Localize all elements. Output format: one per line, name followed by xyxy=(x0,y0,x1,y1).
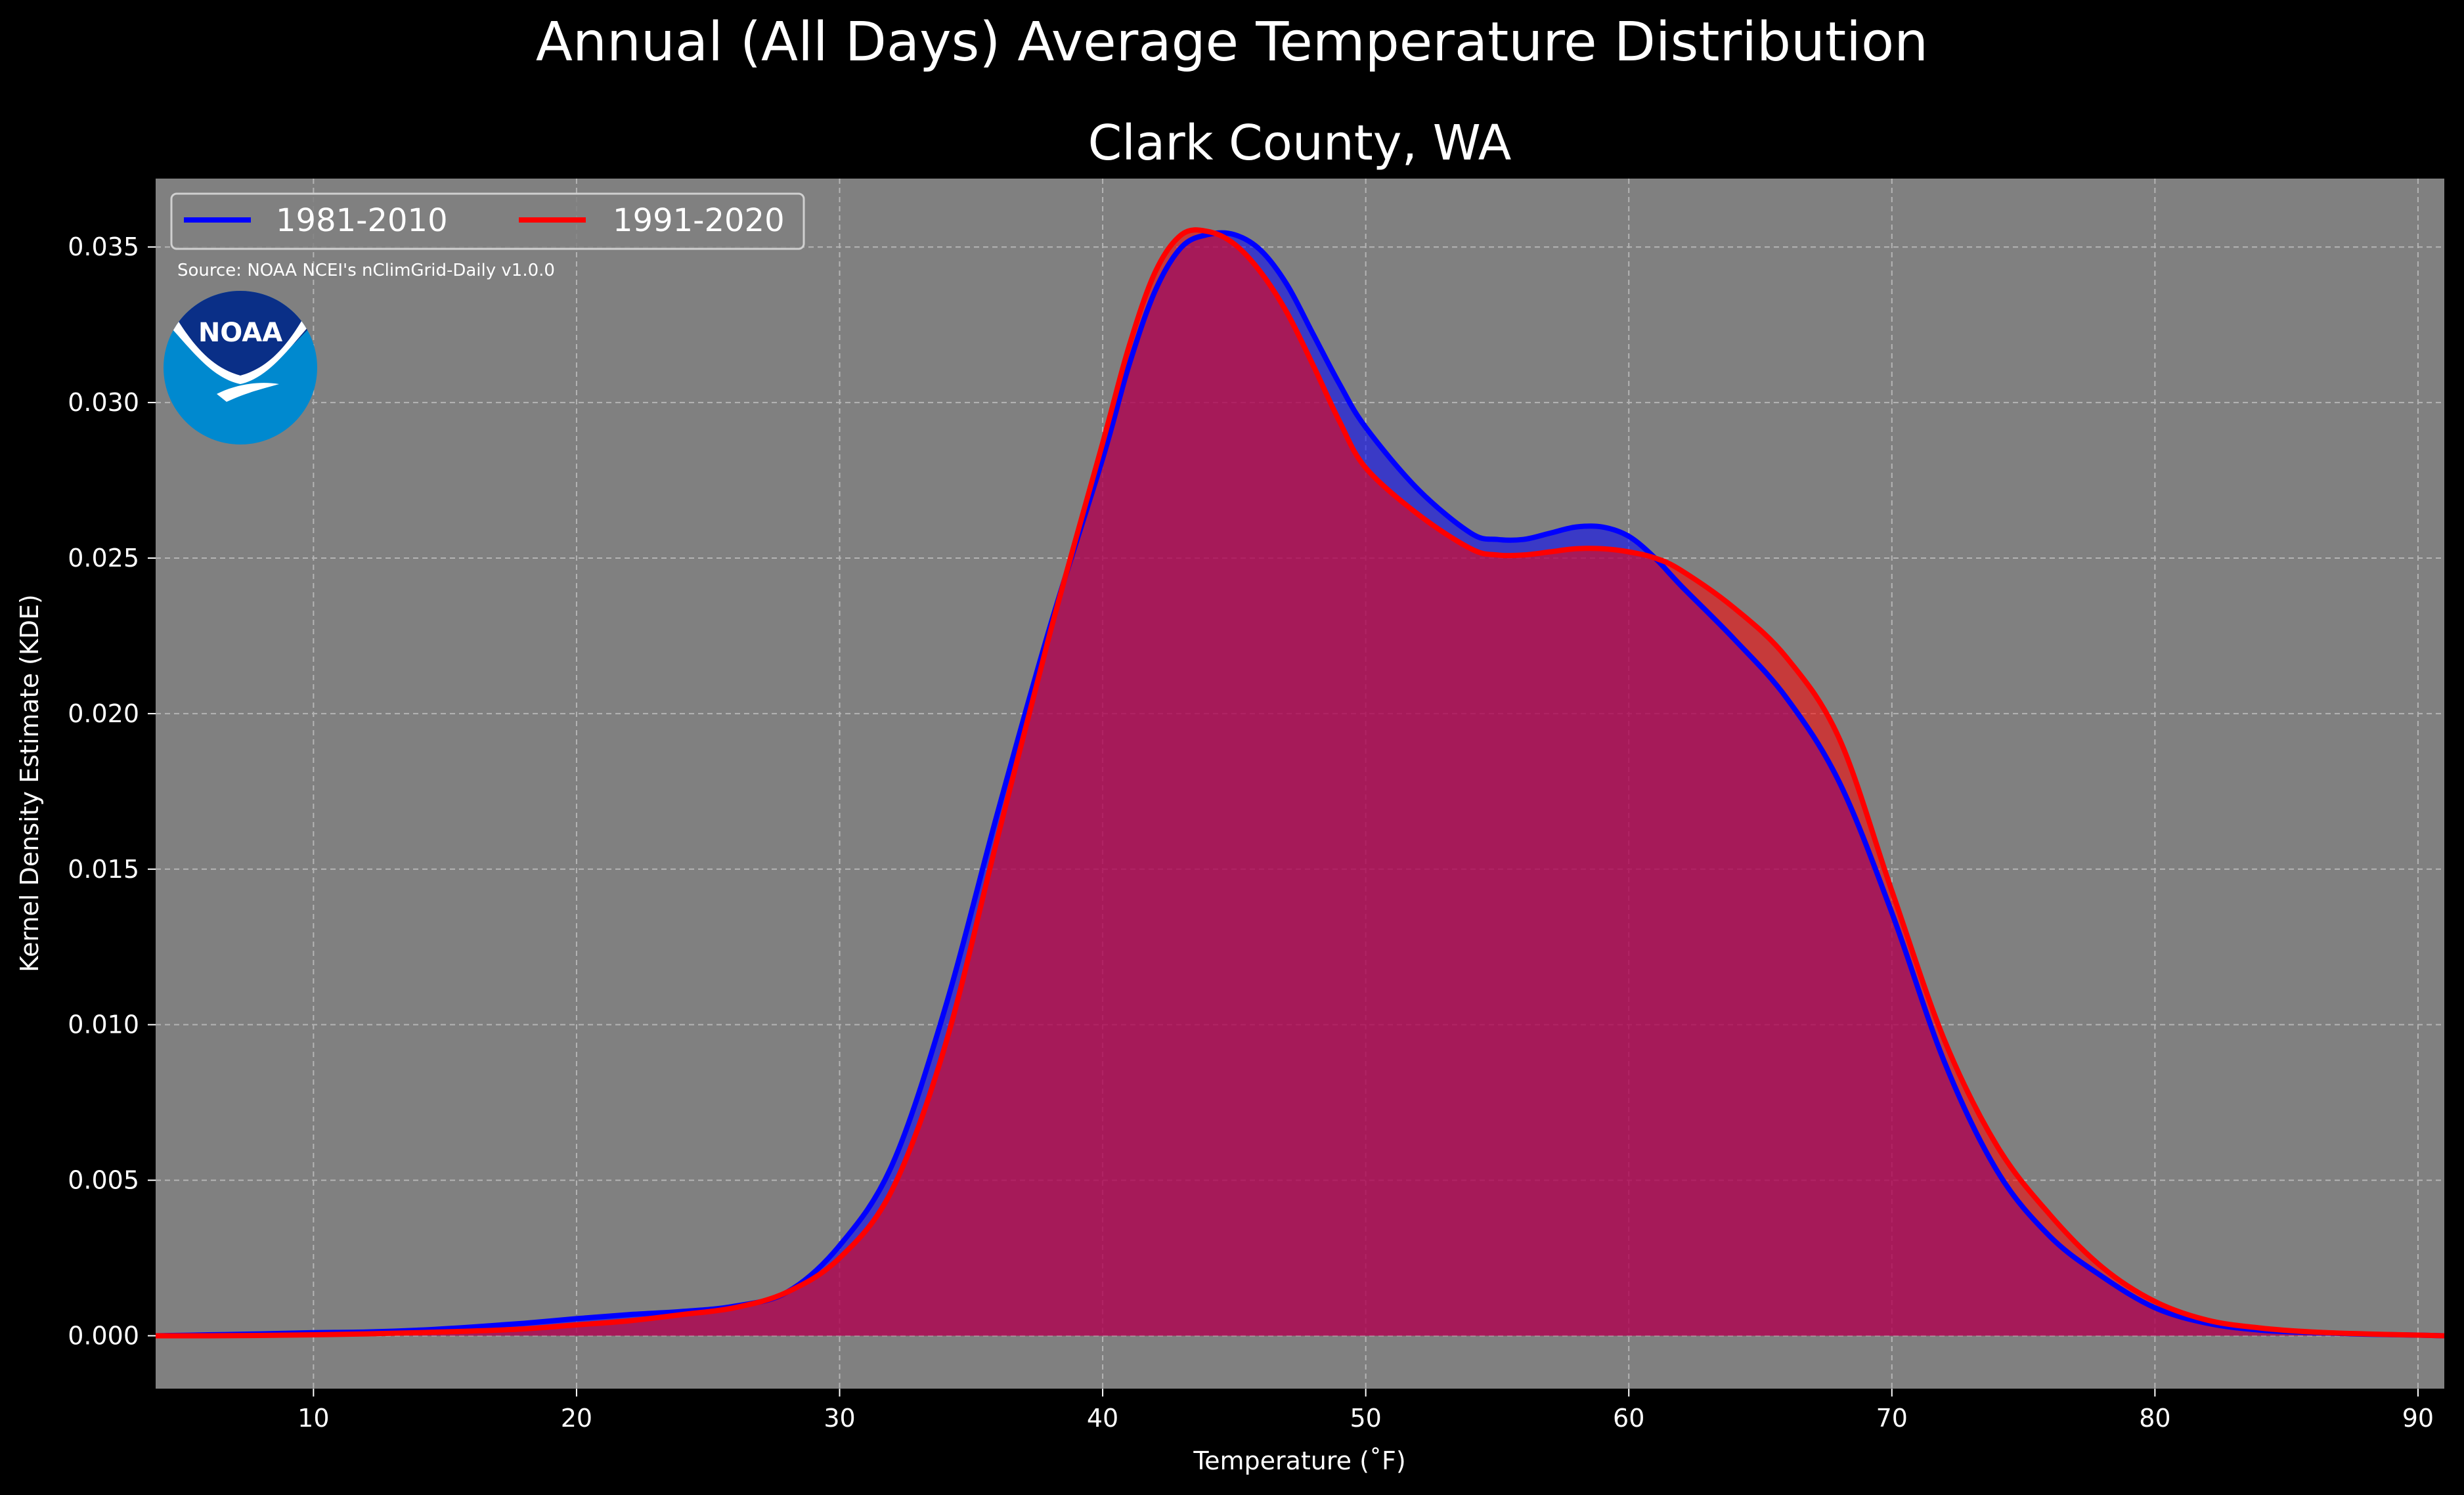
y-tick-label: 0.010 xyxy=(68,1010,139,1039)
ticks: 10 20 30 40 50 60 70 80 90 0.000 0.005 0.010 0.015 0.… xyxy=(68,232,2434,1433)
series-layer xyxy=(156,227,2444,1339)
legend-label-1991-2020: 1991-2020 xyxy=(613,202,785,239)
x-tick-label: 60 xyxy=(1613,1404,1644,1433)
x-tick-label: 50 xyxy=(1350,1404,1381,1433)
y-tick-label: 0.015 xyxy=(68,855,139,884)
series-line-1991-2020 xyxy=(156,227,2444,1339)
y-tick-label: 0.000 xyxy=(68,1321,139,1350)
noaa-logo-text: NOAA xyxy=(198,318,282,348)
x-tick-label: 80 xyxy=(2139,1404,2170,1433)
x-axis-label: Temperature (˚F) xyxy=(1193,1446,1405,1475)
y-tick-label: 0.005 xyxy=(68,1166,139,1195)
y-tick-label: 0.035 xyxy=(68,232,139,261)
legend-box xyxy=(170,192,805,250)
legend-label-1981-2010: 1981-2010 xyxy=(276,202,448,239)
x-tick-label: 10 xyxy=(297,1404,329,1433)
legend: 1981-2010 1991-2020 xyxy=(170,192,805,250)
y-tick-label: 0.025 xyxy=(68,544,139,573)
noaa-logo-seagull-icon xyxy=(164,309,314,402)
noaa-logo: NOAA xyxy=(164,291,317,444)
x-tick-label: 90 xyxy=(2402,1404,2434,1433)
y-tick-label: 0.020 xyxy=(68,699,139,728)
y-tick-label: 0.030 xyxy=(68,388,139,417)
x-tick-label: 20 xyxy=(561,1404,592,1433)
x-tick-label: 40 xyxy=(1087,1404,1118,1433)
y-axis-label: Kernel Density Estimate (KDE) xyxy=(15,594,44,972)
x-tick-label: 70 xyxy=(1876,1404,1908,1433)
x-tick-label: 30 xyxy=(824,1404,855,1433)
source-annotation: Source: NOAA NCEI's nClimGrid-Daily v1.0… xyxy=(177,261,555,280)
area-1991-2020 xyxy=(156,230,2444,1336)
noaa-logo-top xyxy=(164,291,317,378)
series-line-1981-2010 xyxy=(156,230,2444,1339)
chart-title: Annual (All Days) Average Temperature Di… xyxy=(536,11,1928,74)
chart-subtitle: Clark County, WA xyxy=(1088,115,1512,171)
